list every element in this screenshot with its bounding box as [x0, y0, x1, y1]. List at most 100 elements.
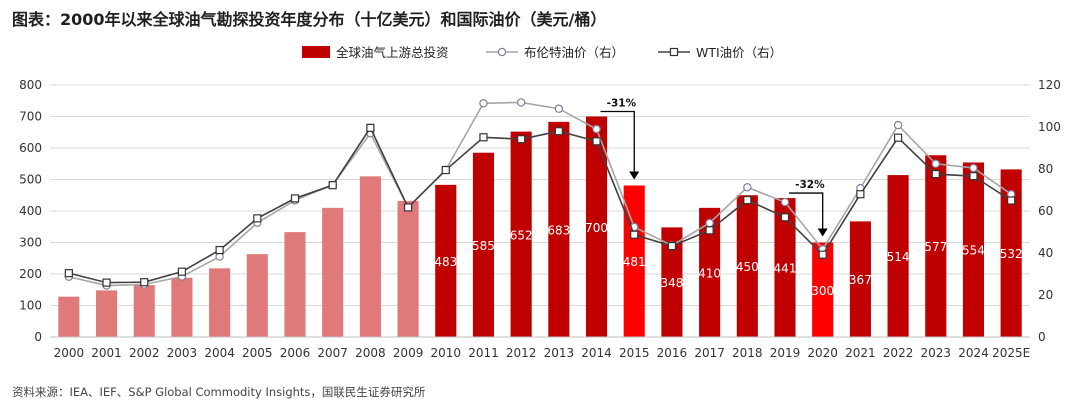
y-left-tick-label: 500 [19, 173, 42, 187]
brent-point [554, 104, 564, 113]
x-tick-label: 2019 [770, 346, 801, 360]
x-tick-label: 2007 [317, 346, 348, 360]
y-left-tick-label: 400 [19, 204, 42, 218]
y-left-tick-label: 700 [19, 110, 42, 124]
x-tick-label: 2021 [845, 346, 876, 360]
wti-point [818, 250, 827, 259]
x-tick-label: 2009 [393, 346, 424, 360]
bar-value-label: 652 [510, 228, 533, 242]
bar-2011 [472, 152, 495, 337]
wti-point [856, 190, 865, 199]
annotation-label: -31% [607, 98, 637, 110]
annotation-arrow-line [789, 192, 824, 231]
bar-value-label: 367 [849, 273, 872, 287]
wti-point [441, 165, 450, 175]
x-tick-label: 2012 [506, 346, 537, 360]
bar-value-label: 514 [887, 250, 910, 264]
bar-value-label: 483 [434, 255, 457, 269]
wti-point [290, 194, 300, 203]
y-left-tick-label: 300 [19, 236, 42, 250]
bar-2006 [284, 232, 306, 337]
wti-point [1007, 196, 1016, 205]
bar-2024 [962, 162, 985, 337]
brent-point [516, 98, 526, 107]
bar-2004 [209, 268, 231, 337]
brent-point [893, 120, 903, 130]
x-tick-label: 2013 [544, 346, 575, 360]
wti-point [140, 278, 149, 287]
x-tick-label: 2023 [920, 346, 951, 360]
y-right-tick-label: 0 [1038, 330, 1046, 344]
annotation-label: -32% [795, 179, 825, 191]
annotation-arrowhead [629, 171, 640, 180]
bar-2007 [322, 207, 344, 337]
bar-value-label: 700 [585, 221, 608, 235]
wti-point [630, 230, 639, 239]
bar-value-label: 577 [924, 240, 947, 254]
legend-label-brent: 布伦特油价（右） [524, 45, 624, 60]
bar-value-label: 450 [736, 260, 759, 274]
x-tick-label: 2005 [242, 346, 273, 360]
y-right-tick-label: 40 [1038, 246, 1053, 260]
x-tick-label: 2018 [732, 346, 763, 360]
annotation-arrow-line [600, 110, 635, 174]
y-right-tick-label: 20 [1038, 288, 1053, 302]
brent-point [743, 183, 752, 192]
wti-point [705, 226, 714, 235]
wti-point [366, 123, 375, 132]
bar-2003 [171, 277, 193, 337]
wti-point [64, 269, 73, 278]
bar-value-label: 532 [1000, 247, 1023, 261]
wti-point [517, 135, 526, 144]
wti-point [215, 245, 224, 255]
bar-2005 [246, 254, 268, 337]
chart-title: 图表：2000年以来全球油气勘探投资年度分布（十亿美元）和国际油价（美元/桶） [12, 10, 607, 29]
x-tick-label: 2001 [91, 346, 122, 360]
wti-point [592, 137, 601, 146]
bar-2025E [1000, 169, 1022, 337]
bar-value-label: 683 [547, 223, 570, 237]
brent-point [931, 159, 940, 168]
x-tick-label: 2024 [958, 346, 989, 360]
bar-value-label: 554 [962, 244, 985, 258]
wti-point [102, 278, 111, 287]
y-left-tick-label: 600 [19, 141, 42, 155]
bar-2021 [849, 221, 871, 337]
x-tick-label: 2006 [280, 346, 311, 360]
x-tick-label: 2020 [807, 346, 838, 360]
bar-2018 [736, 195, 758, 337]
wti-point [328, 181, 337, 190]
bar-2002 [133, 285, 155, 337]
brent-point [479, 99, 488, 108]
bar-value-label: 481 [623, 255, 646, 269]
y-left-tick-label: 800 [19, 78, 42, 92]
y-right-tick-label: 80 [1038, 162, 1053, 176]
x-tick-label: 2002 [129, 346, 160, 360]
bar-2010 [435, 184, 457, 337]
legend-swatch-brent-marker [497, 47, 507, 57]
legend-label-investment: 全球油气上游总投资 [336, 45, 449, 60]
series-line-wti [68, 126, 1012, 284]
series-line-brent [68, 101, 1012, 287]
x-tick-label: 2004 [204, 346, 235, 360]
bar-2008 [359, 176, 381, 337]
wti-point [554, 127, 563, 136]
x-tick-label: 2022 [883, 346, 914, 360]
x-tick-label: 2000 [54, 346, 85, 360]
bar-2014 [585, 116, 608, 337]
bar-value-label: 441 [774, 262, 797, 276]
brent-point [705, 218, 714, 228]
wti-point [931, 169, 940, 179]
legend-swatch-investment [302, 46, 330, 58]
bar-value-label: 410 [698, 266, 721, 280]
x-tick-label: 2011 [468, 346, 499, 360]
bar-value-label: 300 [811, 284, 834, 298]
bar-2001 [95, 290, 118, 337]
x-tick-label: 2025E [992, 346, 1030, 360]
x-tick-label: 2017 [694, 346, 725, 360]
bar-2016 [661, 227, 683, 337]
bar-2017 [699, 207, 721, 337]
bar-value-label: 585 [472, 239, 495, 253]
x-tick-label: 2014 [581, 346, 612, 360]
